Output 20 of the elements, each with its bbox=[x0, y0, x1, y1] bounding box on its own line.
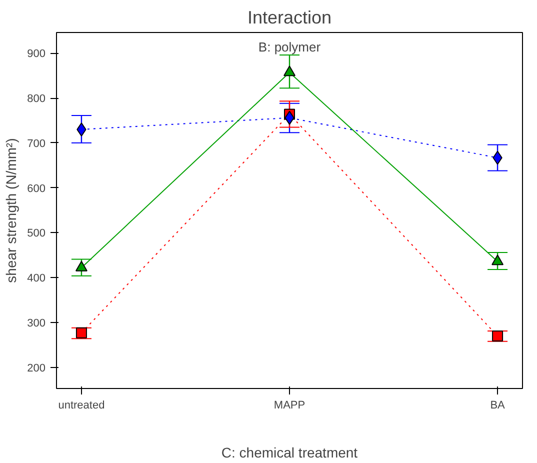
y-tick-label: 700 bbox=[27, 138, 46, 150]
y-tick-label: 400 bbox=[27, 272, 46, 285]
y-axis-title: shear strength (N/mm²) bbox=[3, 138, 20, 283]
y-tick-label: 800 bbox=[27, 93, 46, 106]
y-tick-label: 300 bbox=[27, 318, 46, 330]
point bbox=[492, 254, 504, 266]
point bbox=[284, 66, 296, 76]
x-tick-label: MAPP bbox=[274, 400, 306, 412]
point bbox=[75, 260, 88, 272]
y-tick-label: 600 bbox=[27, 182, 46, 195]
y-tick-label: 900 bbox=[27, 48, 46, 60]
point bbox=[76, 327, 87, 338]
x-tick-label: untreated bbox=[58, 400, 105, 412]
point bbox=[492, 330, 504, 342]
chart-title: Interaction bbox=[247, 8, 332, 28]
annotation: B: polymer bbox=[258, 40, 322, 54]
x-axis-title: C: chemical treatment bbox=[221, 444, 358, 460]
y-tick-label: 200 bbox=[27, 362, 46, 374]
x-tick-label: BA bbox=[490, 400, 506, 412]
y-tick-label: 500 bbox=[27, 228, 46, 240]
